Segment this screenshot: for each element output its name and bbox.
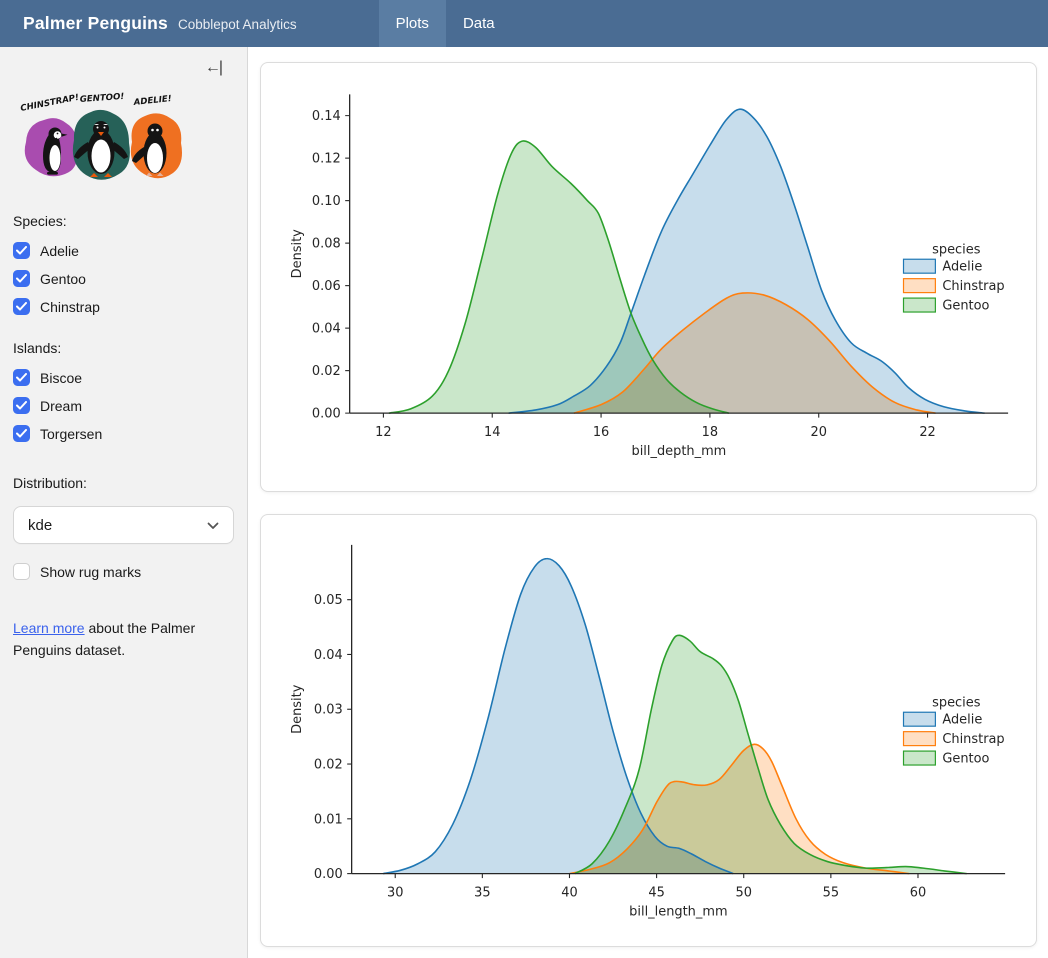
checkbox-label: Torgersen (40, 426, 102, 442)
svg-text:Chinstrap: Chinstrap (942, 279, 1004, 294)
check-icon (16, 302, 27, 311)
navbar: Palmer Penguins Cobblepot Analytics Plot… (0, 0, 1048, 47)
svg-text:species: species (932, 696, 981, 711)
svg-text:30: 30 (387, 886, 403, 901)
bill-depth-kde-chart: 12 14 16 18 20 22 0.00 0.02 0.04 0.06 0.08 0.10 0.12… (261, 63, 1036, 491)
checkbox-label: Adelie (40, 243, 79, 259)
artwork-label-adelie: ADELIE! (132, 94, 172, 108)
check-icon (16, 373, 27, 382)
check-icon (16, 429, 27, 438)
svg-text:0.02: 0.02 (312, 364, 341, 379)
svg-text:bill_depth_mm: bill_depth_mm (631, 444, 726, 459)
nav-tabs: Plots Data (379, 0, 512, 47)
learn-more-link[interactable]: Learn more (13, 620, 85, 636)
bill-length-kde-chart: 30 35 40 45 50 55 60 0.00 0.01 0.02 0.03 0.04 0.05 bi… (261, 515, 1036, 945)
adelie-checkbox[interactable] (13, 242, 30, 259)
chevron-down-icon (207, 522, 219, 530)
svg-text:0.05: 0.05 (314, 593, 343, 608)
bill-depth-plot-card: 12 14 16 18 20 22 0.00 0.02 0.04 0.06 0.08 0.10 0.12… (260, 62, 1037, 492)
gentoo-checkbox[interactable] (13, 270, 30, 287)
svg-text:Gentoo: Gentoo (942, 299, 989, 314)
sidebar-collapse-icon[interactable]: ←| (205, 57, 221, 83)
checkbox-row-torgersen[interactable]: Torgersen (13, 425, 234, 442)
distribution-select[interactable]: kde (13, 506, 234, 544)
torgersen-checkbox[interactable] (13, 425, 30, 442)
species-section-label: Species: (13, 213, 234, 229)
svg-text:12: 12 (375, 425, 391, 440)
checkbox-row-dream[interactable]: Dream (13, 397, 234, 414)
dream-checkbox[interactable] (13, 397, 30, 414)
learn-more-text: Learn more about the Palmer Penguins dat… (13, 617, 209, 661)
check-icon (16, 401, 27, 410)
checkbox-row-biscoe[interactable]: Biscoe (13, 369, 234, 386)
app-subtitle: Cobblepot Analytics (178, 17, 297, 32)
svg-text:Density: Density (290, 229, 305, 279)
checkbox-label: Chinstrap (40, 299, 100, 315)
distribution-section-label: Distribution: (13, 475, 234, 491)
penguins-artwork-image: CHINSTRAP! GENTOO! ADELIE! (14, 89, 187, 188)
svg-text:0.08: 0.08 (312, 237, 341, 252)
checkbox-label: Dream (40, 398, 82, 414)
svg-text:50: 50 (735, 886, 751, 901)
svg-text:species: species (932, 242, 981, 257)
svg-text:Gentoo: Gentoo (942, 752, 989, 767)
svg-text:0.01: 0.01 (314, 813, 343, 828)
checkbox-label: Gentoo (40, 271, 86, 287)
svg-text:55: 55 (823, 886, 839, 901)
svg-text:Adelie: Adelie (942, 260, 982, 275)
checkbox-row-chinstrap[interactable]: Chinstrap (13, 298, 234, 315)
svg-text:40: 40 (561, 886, 577, 901)
svg-text:0.04: 0.04 (314, 648, 343, 663)
svg-text:60: 60 (910, 886, 926, 901)
svg-text:0.06: 0.06 (312, 279, 341, 294)
svg-text:35: 35 (474, 886, 490, 901)
check-icon (16, 246, 27, 255)
artwork-label-gentoo: GENTOO! (80, 92, 125, 105)
svg-text:0.00: 0.00 (312, 407, 341, 422)
checkbox-label: Biscoe (40, 370, 82, 386)
tab-plots[interactable]: Plots (379, 0, 446, 47)
artwork-label-chinstrap: CHINSTRAP! (20, 93, 80, 114)
svg-text:0.14: 0.14 (312, 109, 341, 124)
svg-text:16: 16 (593, 425, 609, 440)
distribution-select-value: kde (28, 517, 52, 534)
chinstrap-checkbox[interactable] (13, 298, 30, 315)
app-brand: Palmer Penguins Cobblepot Analytics (0, 0, 313, 47)
svg-text:45: 45 (648, 886, 664, 901)
bill-length-plot-card: 30 35 40 45 50 55 60 0.00 0.01 0.02 0.03 0.04 0.05 bi… (260, 514, 1037, 946)
svg-text:0.04: 0.04 (312, 322, 341, 337)
rug-marks-checkbox[interactable] (13, 563, 30, 580)
biscoe-checkbox[interactable] (13, 369, 30, 386)
svg-text:Adelie: Adelie (942, 713, 982, 728)
rug-marks-row[interactable]: Show rug marks (13, 563, 234, 580)
svg-text:bill_length_mm: bill_length_mm (629, 905, 727, 920)
svg-text:20: 20 (810, 425, 826, 440)
svg-text:Chinstrap: Chinstrap (942, 732, 1004, 747)
svg-text:Density: Density (290, 685, 305, 735)
rug-marks-label: Show rug marks (40, 564, 141, 580)
sidebar: ←| (0, 47, 248, 958)
checkbox-row-gentoo[interactable]: Gentoo (13, 270, 234, 287)
svg-text:0.10: 0.10 (312, 194, 341, 209)
islands-section-label: Islands: (13, 340, 234, 356)
svg-text:18: 18 (702, 425, 718, 440)
checkbox-row-adelie[interactable]: Adelie (13, 242, 234, 259)
svg-text:22: 22 (919, 425, 935, 440)
tab-data[interactable]: Data (446, 0, 512, 47)
app-title: Palmer Penguins (23, 13, 168, 34)
check-icon (16, 274, 27, 283)
main-content: 12 14 16 18 20 22 0.00 0.02 0.04 0.06 0.08 0.10 0.12… (248, 47, 1048, 958)
svg-text:0.03: 0.03 (314, 703, 343, 718)
svg-text:0.00: 0.00 (314, 867, 343, 882)
svg-text:14: 14 (484, 425, 500, 440)
svg-text:0.02: 0.02 (314, 758, 343, 773)
svg-text:0.12: 0.12 (312, 152, 341, 167)
